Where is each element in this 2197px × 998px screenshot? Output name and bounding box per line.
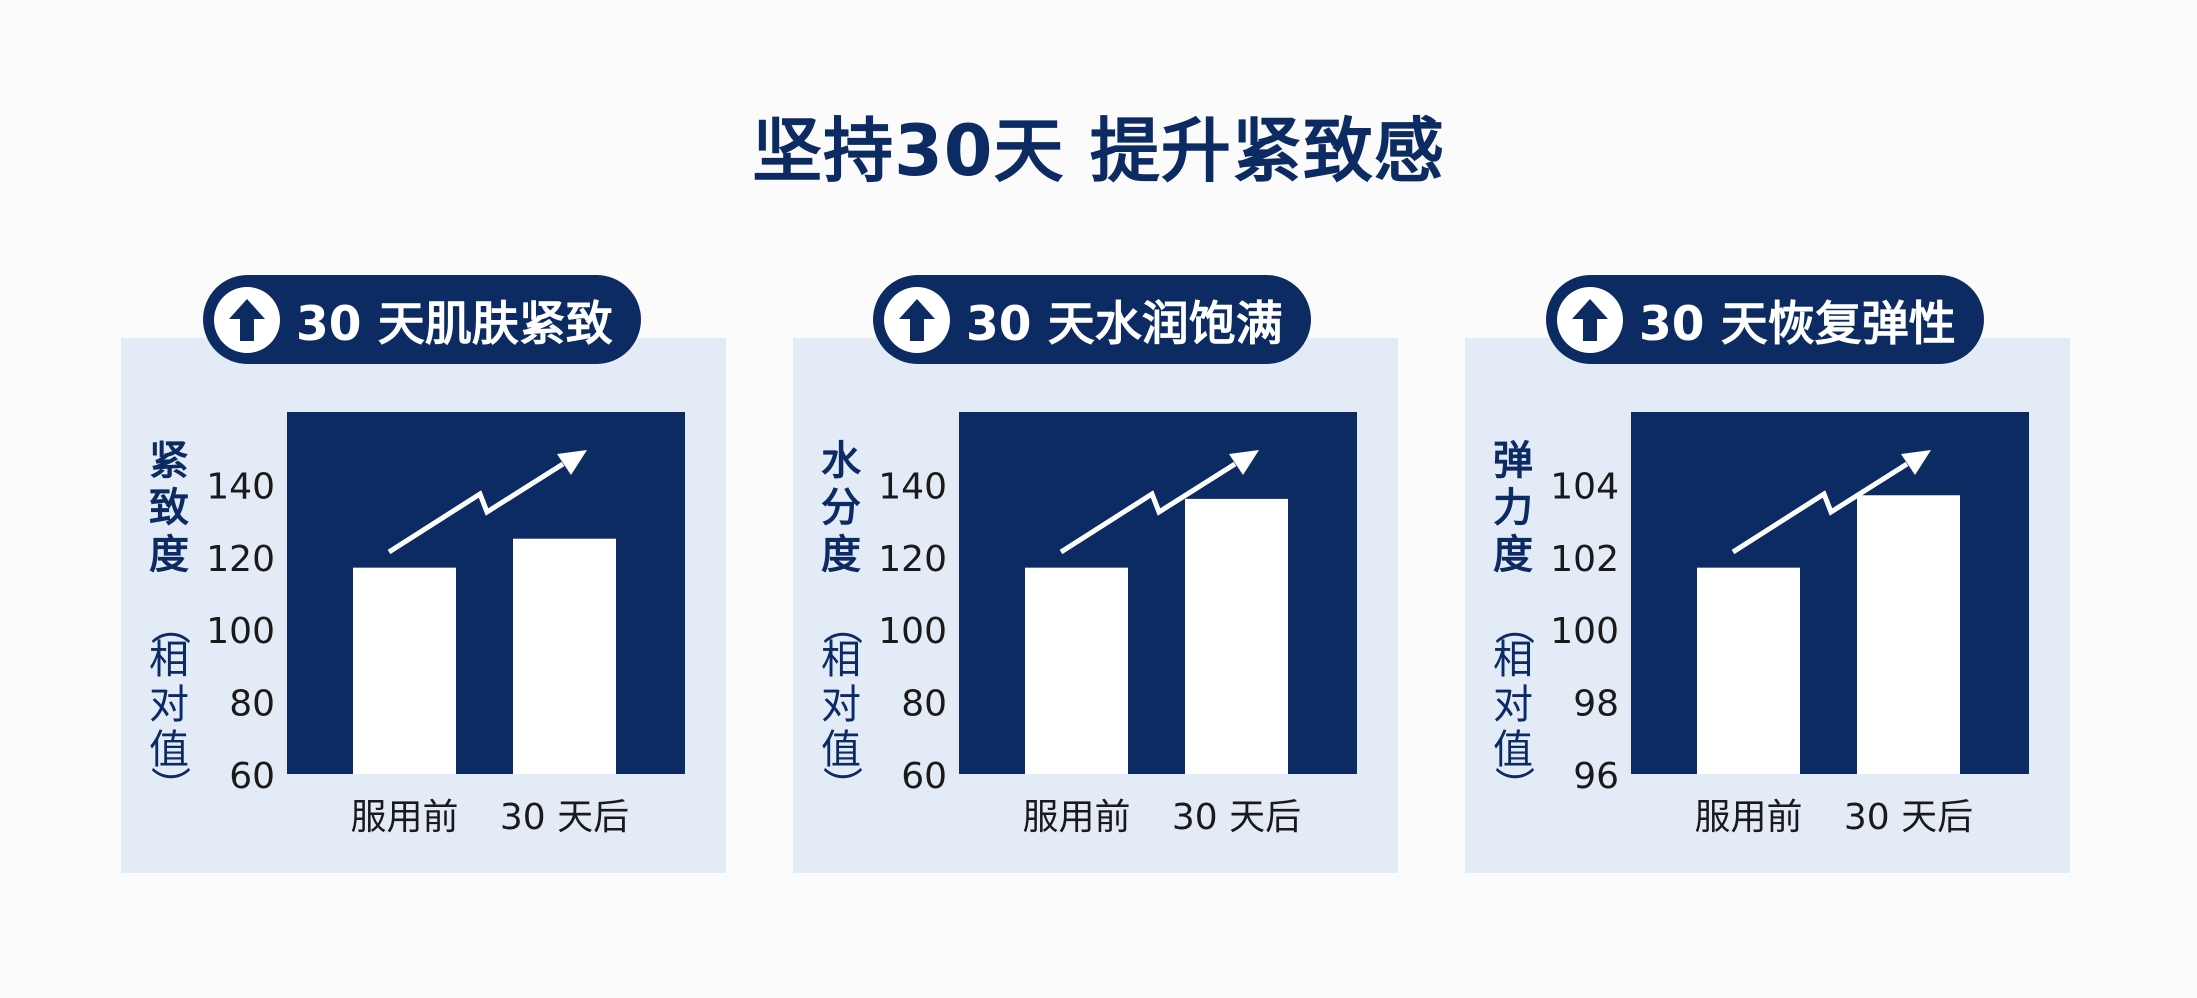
chart-badge: 30 天肌肤紧致 (203, 275, 641, 364)
y-tick-label: 60 (229, 756, 275, 797)
trend-arrow-head (557, 450, 587, 475)
y-tick-label: 96 (1573, 756, 1619, 797)
y-axis-sublabel: （相对值） (818, 605, 864, 806)
trend-arrow-head (1901, 450, 1931, 475)
plot-area (287, 412, 685, 774)
badge-label: 30 天恢复弹性 (1639, 297, 1956, 352)
y-axis-label: 水分度 (821, 438, 861, 578)
badge-label: 30 天水润饱满 (966, 297, 1283, 352)
trend-arrow-head (1229, 450, 1259, 475)
y-tick-label: 98 (1573, 684, 1619, 725)
trend-arrow-line (1731, 461, 1909, 555)
y-tick-label: 100 (1550, 611, 1619, 652)
chart-svg: 60 80 100 120 140 服用前 30 天后 (206, 412, 685, 838)
x-tick-label: 服用前 (1022, 797, 1130, 838)
y-axis-sublabel: （相对值） (1490, 605, 1536, 806)
chart-svg: 60 80 100 120 140 服用前 30 天后 (878, 412, 1357, 838)
plot-area (959, 412, 1357, 774)
trend-arrow-line (387, 461, 565, 555)
x-tick-label: 30 天后 (1172, 797, 1301, 838)
y-tick-label: 120 (206, 539, 275, 580)
bar (1697, 567, 1800, 774)
trend-arrow-line (1059, 461, 1237, 555)
plot-area (1631, 412, 2029, 774)
y-tick-label: 80 (901, 684, 947, 725)
y-tick-label: 120 (878, 539, 947, 580)
x-tick-label: 服用前 (1694, 797, 1802, 838)
y-axis-label: 紧致度 (149, 438, 189, 578)
bar (353, 567, 456, 774)
bar (1025, 567, 1128, 774)
x-tick-label: 30 天后 (1844, 797, 1973, 838)
y-tick-label: 104 (1550, 466, 1619, 507)
x-tick-label: 30 天后 (500, 797, 629, 838)
page-title: 坚持30天 提升紧致感 (752, 110, 1445, 192)
chart-badge: 30 天水润饱满 (873, 275, 1311, 364)
y-axis-label: 弹力度 (1493, 438, 1533, 578)
bar (513, 538, 616, 774)
y-tick-label: 102 (1550, 539, 1619, 580)
badge-label: 30 天肌肤紧致 (296, 297, 613, 352)
y-tick-label: 140 (878, 466, 947, 507)
y-tick-label: 100 (206, 611, 275, 652)
bar (1857, 495, 1960, 774)
y-tick-label: 140 (206, 466, 275, 507)
bar (1185, 498, 1288, 774)
y-tick-label: 100 (878, 611, 947, 652)
y-axis-sublabel: （相对值） (146, 605, 192, 806)
chart-badge: 30 天恢复弹性 (1546, 275, 1984, 364)
up-arrow-icon (214, 286, 280, 353)
y-tick-label: 60 (901, 756, 947, 797)
chart-svg: 96 98 100 102 104 服用前 30 天后 (1550, 412, 2029, 838)
y-tick-label: 80 (229, 684, 275, 725)
up-arrow-icon (1557, 286, 1623, 353)
x-tick-label: 服用前 (350, 797, 458, 838)
up-arrow-icon (884, 286, 950, 353)
